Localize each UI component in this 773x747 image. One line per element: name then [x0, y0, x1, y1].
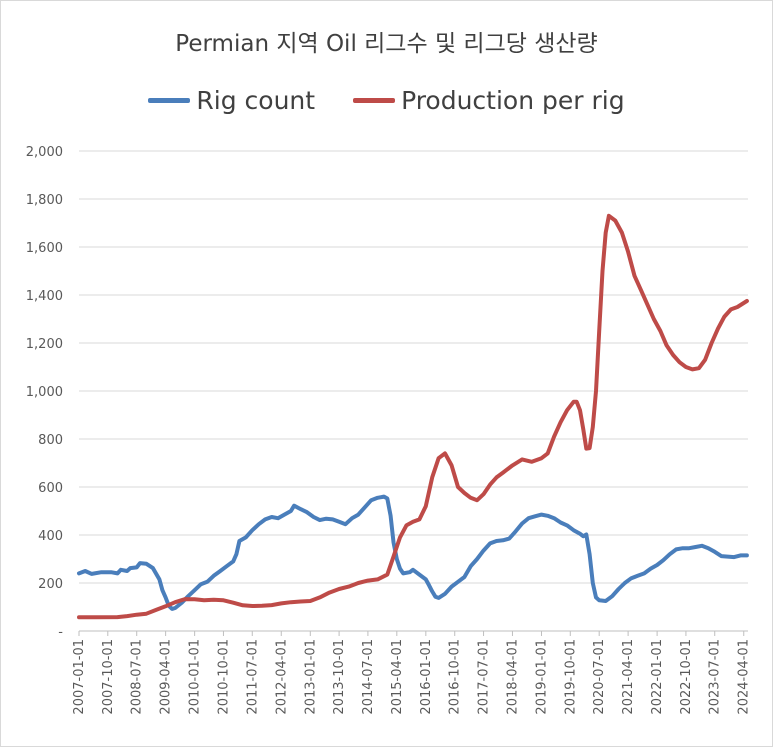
- x-tick-label: 2018-04-01: [505, 639, 520, 715]
- x-tick-label: 2010-10-01: [216, 639, 231, 715]
- x-tick-label: 2015-04-01: [390, 639, 405, 715]
- x-tick-label: 2009-04-01: [159, 639, 174, 715]
- x-tick-label: 2016-01-01: [419, 639, 434, 715]
- legend-item-rig-count: Rig count: [148, 86, 315, 115]
- y-tick-label: 200: [38, 577, 63, 592]
- y-tick-label: 2,000: [26, 145, 63, 160]
- y-tick-label: 1,000: [26, 385, 63, 400]
- y-tick-label: 1,800: [26, 193, 63, 208]
- series-line-rig-count: [77, 494, 749, 611]
- x-tick-label: 2011-07-01: [245, 639, 260, 715]
- x-tick-label: 2017-07-01: [477, 639, 492, 715]
- legend-label-rig-count: Rig count: [196, 86, 316, 115]
- x-tick-label: 2024-04-01: [737, 639, 752, 715]
- x-tick-label: 2012-04-01: [274, 639, 289, 715]
- series-line-production-per-rig: [77, 213, 749, 620]
- x-tick-label: 2022-01-01: [650, 639, 665, 715]
- legend-label-production-per-rig: Production per rig: [401, 86, 625, 115]
- x-tick-label: 2008-07-01: [130, 639, 145, 715]
- y-tick-label: 1,200: [26, 337, 63, 352]
- x-tick-label: 2014-07-01: [361, 639, 376, 715]
- y-tick-label: 1,400: [26, 289, 63, 304]
- chart-title: Permian 지역 Oil 리그수 및 리그당 생산량: [175, 31, 598, 57]
- chart-legend: Rig count Production per rig: [0, 86, 773, 115]
- x-tick-label: 2019-10-01: [563, 639, 578, 715]
- x-tick-label: 2013-10-01: [332, 639, 347, 715]
- y-tick-label: 1,600: [26, 241, 63, 256]
- x-tick-label: 2007-01-01: [72, 639, 87, 715]
- y-tick-label: 400: [38, 529, 63, 544]
- legend-swatch-production-per-rig: [353, 98, 396, 103]
- x-tick-label: 2021-04-01: [621, 639, 636, 715]
- x-tick-label: 2023-07-01: [708, 639, 723, 715]
- x-tick-label: 2013-01-01: [303, 639, 318, 715]
- x-tick-label: 2007-10-01: [101, 639, 116, 715]
- legend-swatch-rig-count: [148, 98, 191, 103]
- x-tick-label: 2010-01-01: [188, 639, 203, 715]
- y-tick-label: 800: [38, 433, 63, 448]
- x-tick-label: 2019-01-01: [534, 639, 549, 715]
- y-tick-label: -: [58, 625, 63, 640]
- x-tick-label: 2022-10-01: [679, 639, 694, 715]
- legend-item-production-per-rig: Production per rig: [353, 86, 625, 115]
- x-tick-label: 2020-07-01: [592, 639, 607, 715]
- y-tick-label: 600: [38, 481, 63, 496]
- x-tick-label: 2016-10-01: [448, 639, 463, 715]
